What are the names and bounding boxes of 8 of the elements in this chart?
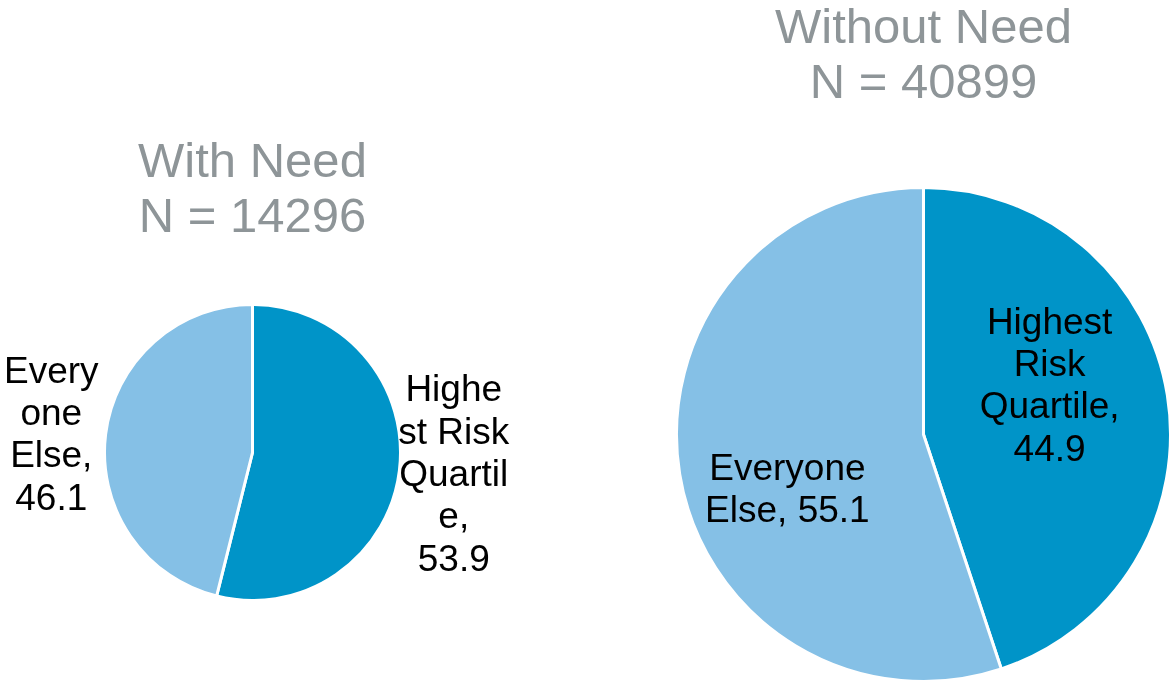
- data-label: Everyone Else, 55.1: [705, 446, 870, 530]
- chart-title: Without Need: [775, 0, 1072, 53]
- data-label: Everyone Else, 46.1: [3, 349, 100, 518]
- chart-subtitle: N = 40899: [809, 53, 1038, 108]
- data-label: Highest Risk Quartile, 44.9: [979, 301, 1120, 470]
- chart-title: With Need: [138, 132, 367, 187]
- chart-subtitle: N = 14296: [138, 187, 367, 242]
- data-label: Highest Risk Quartile, 53.9: [398, 368, 510, 579]
